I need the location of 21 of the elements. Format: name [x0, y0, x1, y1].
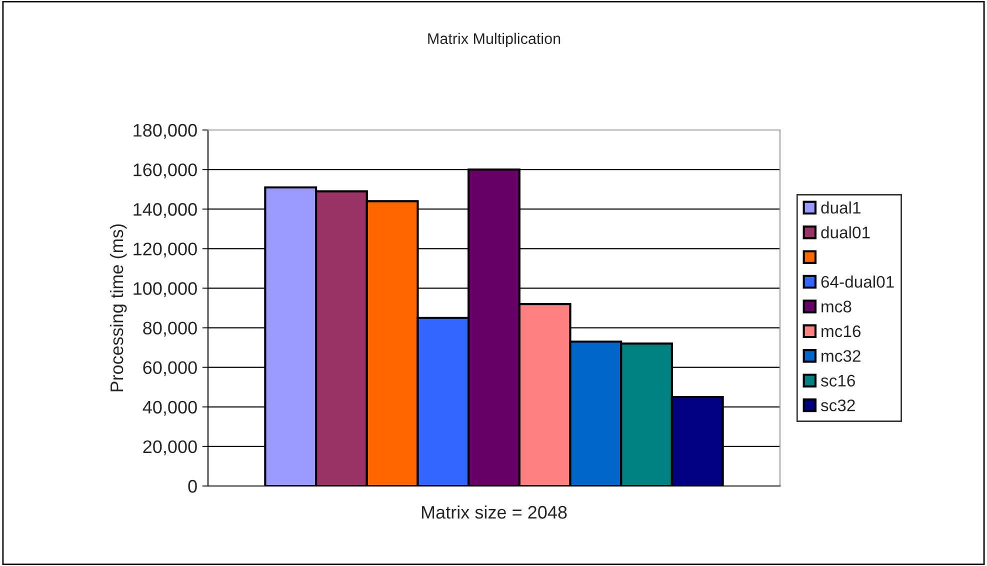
legend-label: 64-dual01	[821, 276, 894, 288]
chart-title: Matrix Multiplication	[428, 32, 560, 48]
y-tick-label: 60,000	[143, 361, 197, 376]
legend-label: dual01	[821, 226, 870, 238]
y-tick-label: 120,000	[134, 242, 197, 258]
y-tick-label: 140,000	[134, 203, 197, 218]
y-tick-label: 0	[188, 480, 197, 493]
y-tick-label: 20,000	[143, 440, 197, 456]
y-tick-label: 160,000	[134, 163, 197, 178]
legend-label: dual1	[821, 201, 860, 214]
y-tick-label: 80,000	[143, 322, 197, 337]
legend-label: mc32	[822, 350, 860, 362]
legend-label: sc32	[820, 399, 855, 412]
y-tick-label: 100,000	[134, 282, 197, 298]
y-tick-label: 40,000	[142, 400, 197, 416]
legend-label: sc16	[820, 374, 855, 387]
legend-label: mc8	[822, 300, 852, 312]
y-tick-label: 180,000	[134, 124, 197, 139]
x-tick-label: Matrix size = 2048	[422, 505, 567, 519]
y-axis-title: Processing time (ms)	[110, 224, 127, 392]
legend-label: mc16	[822, 325, 861, 338]
